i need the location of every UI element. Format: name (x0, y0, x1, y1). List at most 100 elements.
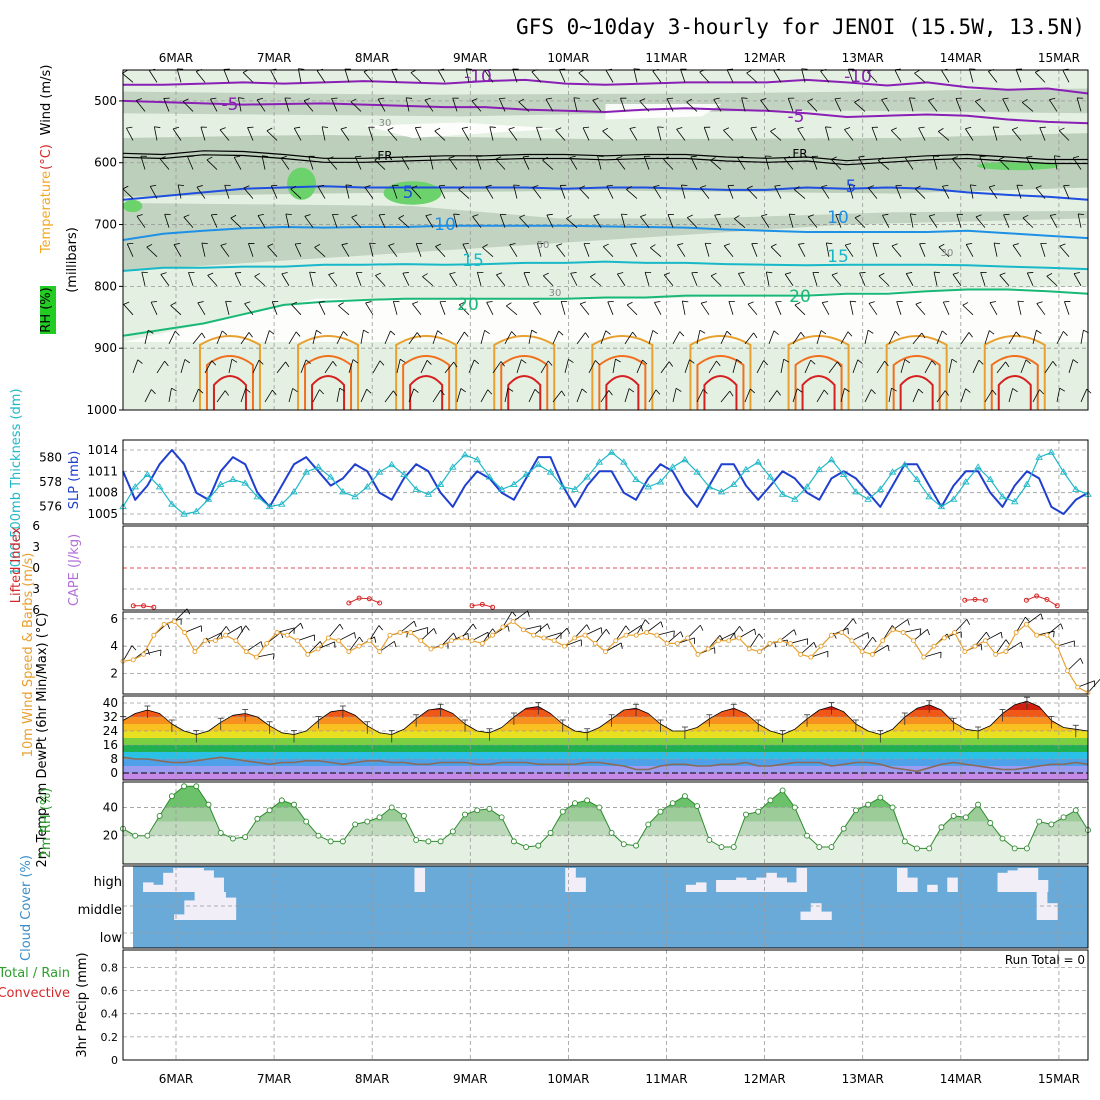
wind-barb (746, 72, 758, 83)
wind-barb (975, 216, 986, 228)
wind-barb-flag (459, 301, 465, 306)
wind-barb (135, 100, 146, 112)
wind-barb-flag (453, 632, 457, 639)
wind-speed-point (469, 638, 475, 644)
wind-barb (378, 214, 386, 228)
slp-axis-label: SLP (mb) (67, 451, 82, 510)
wind-barb (888, 331, 896, 345)
wind-barb-flag (1059, 387, 1066, 392)
wind-barb-flag (1059, 243, 1066, 247)
wind-barb (528, 389, 536, 403)
thickness-point (131, 483, 140, 490)
rh-tick-label: 40 (103, 800, 118, 814)
warm-temperature-contour (198, 335, 261, 410)
wind-barb (453, 213, 458, 228)
rh-point (1060, 814, 1067, 821)
wind-barb (616, 158, 626, 170)
wind-barb-flag (738, 272, 745, 274)
wind-speed-point (130, 657, 136, 663)
wind-barb-flag (747, 301, 754, 305)
wind-barb (960, 332, 970, 345)
thickness-point (155, 483, 164, 490)
bottom-date-label: 15MAR (1038, 1072, 1080, 1086)
wind-barb-flag (887, 645, 890, 652)
wind-barb-flag (1022, 214, 1029, 219)
wind-barb-flag (332, 361, 337, 367)
wind-barb (324, 361, 334, 374)
wind-speed-point (757, 649, 762, 655)
pressure-tick-label: 700 (94, 218, 117, 232)
wind-barb-flag (178, 184, 185, 187)
wind-barb (579, 303, 590, 316)
cloud-cover-cell (810, 903, 822, 920)
wind-barb-flag (716, 360, 721, 366)
wind-speed-point (541, 635, 547, 641)
wind-barb (411, 187, 422, 199)
cloud-cover-cell (575, 877, 586, 892)
thickness-point (473, 455, 482, 463)
wind-barb-flag (1073, 155, 1080, 159)
rh-point (718, 844, 725, 850)
wind-barb (412, 303, 422, 316)
wind-barb (660, 361, 670, 374)
cloud-cover-cell (213, 877, 224, 892)
wind-barb-flag (1026, 155, 1033, 158)
cloud-layer-label: middle (78, 903, 122, 918)
wind-barb (612, 359, 616, 373)
wind-barb-flag (426, 360, 432, 365)
wind-barb (974, 101, 986, 112)
wind-speed-point (746, 646, 752, 652)
wind-barb-flag (173, 126, 180, 130)
wind-barb (240, 332, 250, 345)
temperature-band (123, 738, 1088, 745)
wind-barb-flag (207, 272, 214, 276)
wind-barb-flag (499, 97, 506, 100)
wind-barb (912, 332, 923, 345)
wind-barb-flag (1072, 359, 1079, 364)
wind-barb-flag (918, 388, 924, 394)
wind-barb-flag (884, 360, 889, 367)
wind-barb-flag (566, 628, 571, 634)
wind-barb (972, 360, 980, 374)
wind-barb-flag (605, 629, 610, 635)
wind-barb (896, 301, 902, 315)
lifted-index-point (972, 597, 978, 602)
wind-barb (523, 625, 542, 631)
wind-barb-flag (267, 243, 274, 247)
wind-barb-flag (724, 243, 730, 247)
wind-barb (476, 156, 482, 170)
wind-barb (350, 101, 362, 112)
wind-barb-flag (485, 184, 492, 187)
cloud-cover-cell (153, 884, 164, 892)
wind-barb-flag (784, 156, 791, 159)
wind-barb-flag (850, 300, 857, 303)
cloud-cover-cell (897, 868, 908, 892)
wind-barb (738, 273, 746, 286)
wind-barb (456, 331, 465, 345)
wind-barb-flag (965, 388, 971, 393)
wind-barb-flag (992, 389, 997, 395)
wind-barb (476, 272, 482, 286)
rh-point (889, 804, 896, 811)
wind-barb-flag (629, 126, 636, 129)
wind-barb (830, 159, 842, 170)
rh-point (706, 837, 713, 843)
wind-barb-flag (590, 273, 596, 278)
warm-temperature-contour (689, 335, 752, 410)
wind-barb (794, 304, 806, 316)
wind-barb (720, 390, 731, 403)
pressure-tick-label: 600 (94, 156, 117, 170)
wind-barb (1005, 641, 1022, 652)
wind-barb-flag (831, 272, 838, 276)
wind-barb-flag (359, 636, 364, 643)
wind-barb-flag (904, 359, 911, 364)
wind-barb (859, 272, 866, 286)
wind-barb (576, 388, 583, 403)
wind-barb (636, 359, 643, 374)
thickness-point (620, 458, 628, 465)
wind-barb-flag (484, 329, 490, 335)
wind-barb-flag (714, 213, 721, 216)
thickness-point (791, 495, 799, 502)
wind-barb (1017, 301, 1022, 315)
wind-barb (328, 623, 341, 639)
